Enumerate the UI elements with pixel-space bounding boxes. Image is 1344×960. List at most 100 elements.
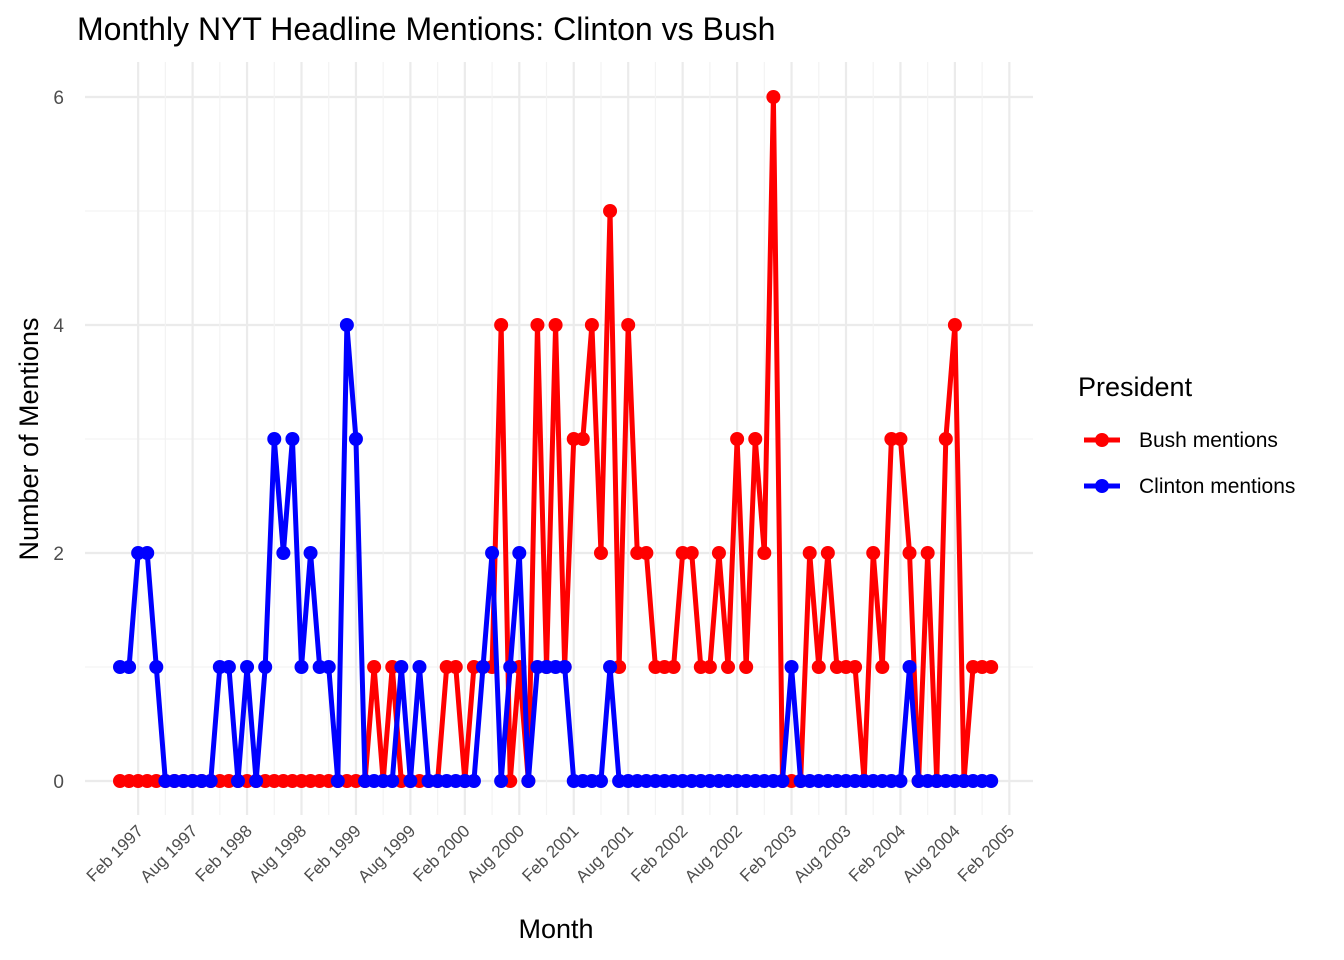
data-point: [593, 546, 608, 560]
data-point: [149, 660, 164, 674]
data-point: [730, 432, 745, 446]
legend: President Bush mentions Clinton mentions: [1078, 372, 1295, 498]
data-point: [367, 660, 382, 674]
data-point: [775, 774, 790, 788]
series-clinton-mentions: [113, 318, 999, 788]
data-point: [603, 204, 618, 218]
x-tick-label: Aug 1997: [137, 821, 202, 886]
x-axis-title: Month: [518, 914, 593, 944]
y-axis-title: Number of Mentions: [14, 317, 44, 560]
data-point: [984, 660, 999, 674]
data-point: [784, 660, 799, 674]
data-point: [494, 774, 509, 788]
data-point: [122, 660, 137, 674]
legend-item: Clinton mentions: [1084, 475, 1295, 498]
y-tick-label: 0: [53, 772, 64, 793]
x-tick-label: Feb 1999: [301, 821, 365, 885]
data-point: [893, 774, 908, 788]
data-point: [593, 774, 608, 788]
data-point: [348, 432, 363, 446]
data-point: [230, 774, 245, 788]
data-point: [603, 660, 618, 674]
data-point: [766, 90, 781, 104]
data-point: [711, 546, 726, 560]
y-tick-label: 6: [53, 88, 64, 109]
legend-item: Bush mentions: [1084, 429, 1278, 452]
data-point: [140, 546, 155, 560]
data-point: [530, 318, 545, 332]
data-point: [521, 774, 536, 788]
data-point: [757, 546, 772, 560]
data-point: [702, 660, 717, 674]
chart-title: Monthly NYT Headline Mentions: Clinton v…: [77, 11, 775, 47]
data-point: [403, 774, 418, 788]
data-point: [920, 546, 935, 560]
data-point: [448, 660, 463, 674]
x-tick-label: Feb 2001: [518, 821, 582, 885]
data-point: [548, 318, 563, 332]
legend-key-point: [1095, 479, 1109, 493]
x-tick-label: Aug 1998: [245, 821, 310, 886]
x-tick-label: Feb 2004: [845, 821, 909, 885]
data-point: [557, 660, 572, 674]
data-point: [466, 774, 481, 788]
x-tick-label: Aug 2004: [899, 821, 964, 886]
data-point: [221, 660, 236, 674]
data-point: [476, 660, 490, 674]
data-point: [485, 546, 500, 560]
series-layer: [113, 90, 999, 788]
data-point: [584, 318, 599, 332]
data-point: [802, 546, 817, 560]
data-point: [303, 546, 318, 560]
data-point: [947, 318, 962, 332]
data-point: [575, 432, 590, 446]
y-axis-ticks: 0 2 4 6: [53, 88, 64, 793]
data-point: [249, 774, 264, 788]
data-point: [984, 774, 999, 788]
data-point: [902, 546, 917, 560]
legend-label: Bush mentions: [1139, 429, 1278, 452]
x-tick-label: Feb 2002: [627, 821, 691, 885]
x-tick-label: Aug 2000: [463, 821, 528, 886]
data-point: [893, 432, 908, 446]
data-point: [258, 660, 273, 674]
x-tick-label: Aug 2001: [572, 821, 637, 886]
y-tick-label: 4: [53, 316, 64, 337]
data-point: [339, 318, 354, 332]
data-point: [739, 660, 754, 674]
x-tick-label: Feb 2005: [954, 821, 1018, 885]
x-tick-label: Aug 1999: [354, 821, 419, 886]
data-point: [285, 432, 300, 446]
x-tick-label: Aug 2003: [790, 821, 855, 886]
data-point: [666, 660, 681, 674]
x-tick-label: Feb 2000: [409, 821, 473, 885]
data-point: [240, 660, 255, 674]
data-point: [748, 432, 763, 446]
data-point: [866, 546, 881, 560]
data-point: [621, 318, 636, 332]
data-point: [294, 660, 309, 674]
data-point: [412, 660, 427, 674]
legend-key-point: [1095, 433, 1109, 447]
x-tick-label: Feb 2003: [736, 821, 800, 885]
data-point: [267, 432, 282, 446]
data-point: [276, 546, 291, 560]
data-point: [385, 774, 400, 788]
data-point: [503, 660, 518, 674]
x-tick-label: Aug 2002: [681, 821, 746, 886]
data-point: [684, 546, 699, 560]
legend-label: Clinton mentions: [1139, 475, 1295, 498]
data-point: [394, 660, 409, 674]
data-point: [494, 318, 509, 332]
data-point: [848, 660, 863, 674]
data-point: [938, 432, 953, 446]
x-tick-label: Feb 1997: [83, 821, 147, 885]
data-point: [330, 774, 345, 788]
data-point: [902, 660, 917, 674]
data-point: [875, 660, 890, 674]
data-point: [639, 546, 654, 560]
legend-title: President: [1078, 372, 1193, 402]
data-point: [321, 660, 336, 674]
